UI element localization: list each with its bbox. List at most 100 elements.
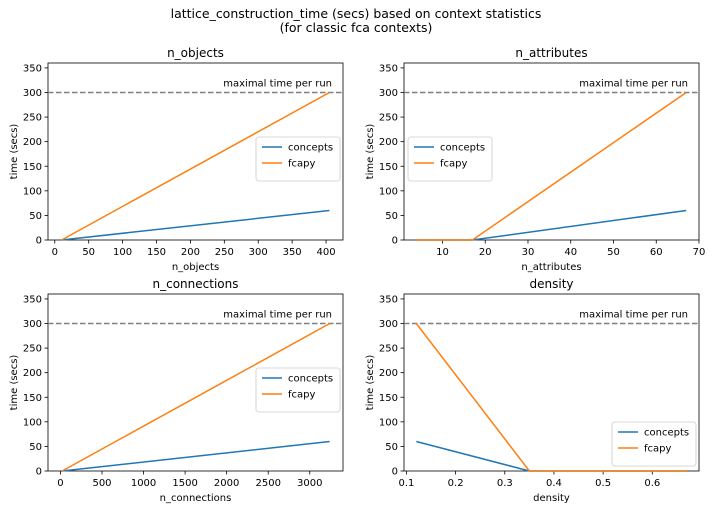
x-tick-label: 0 — [57, 478, 63, 489]
x-tick-label: 350 — [283, 247, 302, 258]
legend-label-fcapy: fcapy — [288, 159, 315, 170]
x-tick-label: 250 — [215, 247, 234, 258]
plot-frame — [47, 293, 344, 472]
legend: concepts fcapy — [407, 136, 493, 182]
chart-panel-n-connections: n_connections 0 50 100 150 200 250 300 350 0 500 10… — [9, 277, 344, 504]
legend-label-concepts: concepts — [644, 428, 689, 439]
x-tick-label: 30 — [522, 247, 535, 258]
y-tick-label: 0 — [36, 467, 42, 478]
x-tick-label: 500 — [92, 478, 111, 489]
series-line-fcapy — [61, 91, 330, 241]
legend-label-fcapy: fcapy — [288, 390, 315, 401]
x-tick-label: 0.1 — [399, 478, 415, 489]
y-tick-label: 50 — [29, 442, 42, 453]
figure-title: lattice_construction_time (secs) based o… — [171, 6, 542, 21]
y-tick-label: 200 — [379, 368, 398, 379]
y-tick-label: 150 — [379, 393, 398, 404]
y-tick-label: 300 — [379, 319, 398, 330]
series-line-fcapy — [61, 322, 331, 472]
y-tick-label: 300 — [23, 88, 42, 99]
x-axis-label: n_connections — [160, 493, 232, 504]
y-tick-label: 100 — [379, 417, 398, 428]
y-tick-label: 200 — [23, 368, 42, 379]
y-tick-label: 250 — [23, 113, 42, 124]
x-tick-label: 50 — [607, 247, 620, 258]
series-line-concepts — [61, 209, 330, 241]
y-tick-label: 100 — [23, 417, 42, 428]
series-line-fcapy — [416, 91, 687, 241]
y-tick-label: 250 — [23, 344, 42, 355]
series-line-concepts — [416, 209, 687, 241]
chart-panel-density: density 0 50 100 150 200 250 300 350 0.1 0.2 0.3 0.4… — [365, 277, 700, 504]
y-tick-label: 50 — [385, 211, 398, 222]
x-tick-label: 0.2 — [448, 478, 464, 489]
series-line-fcapy — [415, 323, 687, 472]
legend-label-fcapy: fcapy — [644, 444, 671, 455]
y-tick-label: 150 — [23, 393, 42, 404]
legend-label-fcapy: fcapy — [440, 159, 467, 170]
chart-panel-n-objects: n_objects 0 50 100 150 200 250 300 350 0 50 100 150 2… — [9, 46, 344, 273]
y-tick-label: 300 — [23, 319, 42, 330]
y-tick-label: 250 — [379, 113, 398, 124]
y-axis-label: time (secs) — [365, 124, 376, 180]
x-tick-label: 0.6 — [644, 478, 660, 489]
x-tick-label: 0.5 — [595, 478, 611, 489]
panel-title: n_connections — [153, 277, 239, 291]
x-tick-label: 10 — [436, 247, 449, 258]
y-tick-label: 350 — [23, 63, 42, 74]
panel-title: n_attributes — [515, 46, 587, 60]
y-axis-label: time (secs) — [365, 355, 376, 411]
x-tick-label: 1500 — [172, 478, 197, 489]
y-tick-label: 50 — [385, 442, 398, 453]
plot-frame — [403, 62, 700, 241]
x-axis-label: density — [533, 493, 570, 504]
y-axis-label: time (secs) — [9, 355, 20, 411]
max-time-label: maximal time per run — [579, 79, 688, 90]
x-tick-label: 0 — [52, 247, 58, 258]
x-tick-label: 2000 — [214, 478, 239, 489]
legend-box — [255, 136, 341, 182]
plot-frame — [47, 62, 344, 241]
figure-subtitle: (for classic fca contexts) — [280, 20, 433, 35]
x-tick-label: 60 — [650, 247, 663, 258]
panel-title: density — [530, 277, 574, 291]
legend-label-concepts: concepts — [288, 143, 333, 154]
x-tick-label: 0.3 — [497, 478, 513, 489]
y-tick-label: 0 — [392, 467, 398, 478]
series-line-concepts — [62, 440, 330, 472]
x-tick-label: 200 — [181, 247, 200, 258]
legend-box — [611, 421, 697, 467]
y-tick-label: 350 — [379, 294, 398, 305]
legend: concepts fcapy — [611, 421, 697, 467]
legend-box — [255, 367, 341, 413]
y-tick-label: 150 — [23, 162, 42, 173]
x-tick-label: 20 — [479, 247, 492, 258]
max-time-label: maximal time per run — [223, 310, 332, 321]
y-tick-label: 200 — [23, 137, 42, 148]
x-tick-label: 1000 — [131, 478, 156, 489]
x-tick-label: 0.4 — [546, 478, 562, 489]
x-tick-label: 40 — [564, 247, 577, 258]
y-tick-label: 300 — [379, 88, 398, 99]
x-tick-label: 70 — [693, 247, 706, 258]
y-tick-label: 0 — [36, 236, 42, 247]
x-tick-label: 50 — [82, 247, 95, 258]
y-tick-label: 350 — [379, 63, 398, 74]
y-tick-label: 50 — [29, 211, 42, 222]
x-tick-label: 100 — [113, 247, 132, 258]
x-axis-label: n_objects — [172, 262, 219, 273]
y-tick-label: 250 — [379, 344, 398, 355]
x-tick-label: 2500 — [255, 478, 280, 489]
y-axis-label: time (secs) — [9, 124, 20, 180]
max-time-label: maximal time per run — [223, 79, 332, 90]
legend-label-concepts: concepts — [440, 143, 485, 154]
y-tick-label: 100 — [379, 186, 398, 197]
x-tick-label: 300 — [249, 247, 268, 258]
y-tick-label: 200 — [379, 137, 398, 148]
legend-box — [407, 136, 493, 182]
y-tick-label: 350 — [23, 294, 42, 305]
x-tick-label: 150 — [147, 247, 166, 258]
x-tick-label: 3000 — [297, 478, 322, 489]
